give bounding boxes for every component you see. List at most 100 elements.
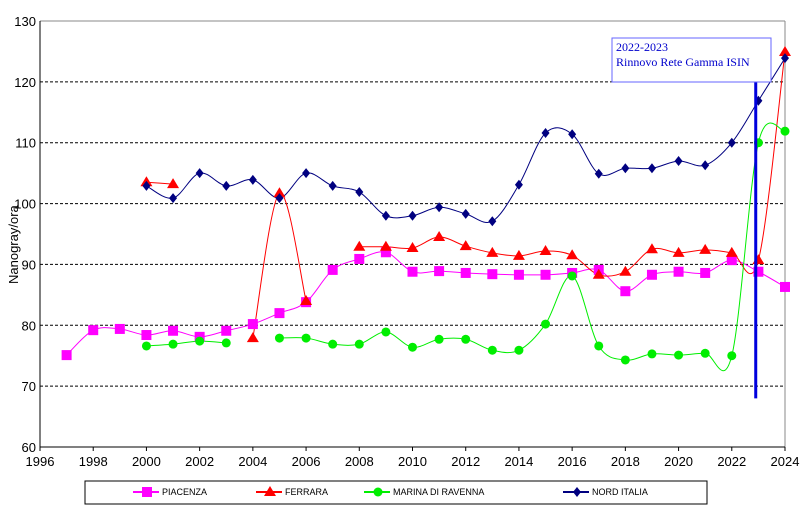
series-line-0 <box>66 251 786 356</box>
data-point <box>246 332 259 343</box>
data-point <box>142 180 151 191</box>
data-point <box>300 294 313 305</box>
data-point <box>619 265 632 276</box>
data-point <box>355 187 364 198</box>
data-point <box>195 168 204 179</box>
legend-label: PIACENZA <box>162 487 207 497</box>
data-point <box>620 355 630 365</box>
legend-marker <box>573 487 581 497</box>
data-point <box>460 267 471 278</box>
data-point <box>487 269 498 280</box>
data-point <box>512 249 525 260</box>
legend <box>84 480 708 505</box>
x-tick-label: 2008 <box>345 454 374 469</box>
data-point <box>781 53 789 64</box>
data-point <box>327 264 338 275</box>
data-point <box>408 210 417 221</box>
data-point <box>486 246 499 257</box>
x-tick-label: 2018 <box>611 454 640 469</box>
data-point <box>274 308 285 319</box>
data-point <box>167 178 180 189</box>
data-point <box>195 336 205 346</box>
data-point <box>459 240 472 251</box>
data-point <box>540 269 551 280</box>
data-point <box>567 271 577 281</box>
data-point <box>647 163 656 174</box>
data-point <box>647 349 657 359</box>
data-point <box>354 253 365 264</box>
data-point <box>221 325 232 336</box>
data-point <box>328 339 338 349</box>
data-point <box>780 126 790 136</box>
data-point <box>88 325 99 336</box>
data-point <box>487 345 497 355</box>
data-point <box>328 180 337 191</box>
y-tick-label: 100 <box>14 197 36 212</box>
data-point <box>273 187 286 198</box>
annotation-line2: Rinnovo Rete Gamma ISIN <box>616 55 750 69</box>
x-tick-label: 2014 <box>504 454 533 469</box>
data-point <box>168 325 179 336</box>
legend-label: NORD ITALIA <box>592 487 648 497</box>
data-point <box>301 333 311 343</box>
data-point <box>114 323 125 334</box>
data-point <box>672 246 685 257</box>
y-tick-label: 80 <box>22 318 36 333</box>
data-point <box>752 254 765 265</box>
data-point <box>726 255 737 266</box>
data-point <box>61 350 72 361</box>
data-point <box>274 333 284 343</box>
data-point <box>275 193 284 204</box>
data-point <box>354 339 364 349</box>
data-point <box>539 245 552 256</box>
legend-marker <box>142 487 152 497</box>
data-point <box>541 127 550 138</box>
data-point <box>141 330 152 341</box>
data-point <box>727 351 737 361</box>
x-tick-label: 2000 <box>132 454 161 469</box>
data-point <box>674 155 683 166</box>
data-point <box>592 268 605 279</box>
data-point <box>379 240 392 251</box>
data-point <box>435 202 444 213</box>
data-point <box>727 137 736 148</box>
y-tick-label: 130 <box>14 14 36 29</box>
x-tick-label: 1998 <box>79 454 108 469</box>
data-point <box>141 341 151 351</box>
data-point <box>566 249 579 260</box>
data-point <box>514 179 523 190</box>
x-tick-label: 2020 <box>664 454 693 469</box>
y-tick-label: 90 <box>22 257 36 272</box>
data-point <box>699 243 712 254</box>
data-point <box>568 129 577 140</box>
data-point <box>302 168 311 179</box>
y-tick-label: 60 <box>22 440 36 455</box>
data-point <box>434 266 445 277</box>
data-point <box>700 267 711 278</box>
x-tick-label: 1996 <box>26 454 55 469</box>
data-point <box>620 286 631 297</box>
data-point <box>541 319 551 329</box>
data-point <box>700 348 710 358</box>
annotation-box <box>611 37 772 83</box>
data-point <box>381 327 391 337</box>
x-tick-label: 2004 <box>238 454 267 469</box>
data-point <box>646 269 657 280</box>
y-tick-label: 110 <box>15 136 36 151</box>
data-point <box>353 240 366 251</box>
legend-label: FERRARA <box>285 487 328 497</box>
data-point <box>673 266 684 277</box>
data-point <box>701 160 710 171</box>
legend-marker <box>264 486 276 496</box>
data-point <box>513 269 524 280</box>
data-point <box>594 341 604 351</box>
data-point <box>725 246 738 257</box>
data-point <box>780 281 790 292</box>
series-line-2 <box>279 122 786 372</box>
x-tick-label: 2010 <box>398 454 427 469</box>
data-point <box>621 163 630 174</box>
legend-marker <box>373 487 383 497</box>
data-point <box>247 319 258 330</box>
data-point <box>169 193 178 204</box>
